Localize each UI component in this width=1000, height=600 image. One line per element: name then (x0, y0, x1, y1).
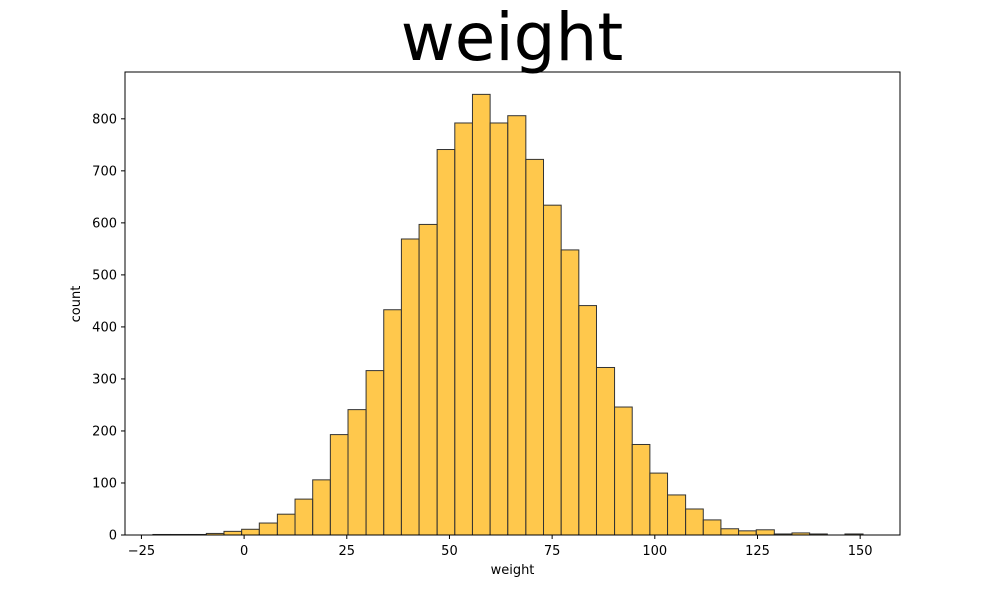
histogram-bar (614, 406, 633, 536)
y-tick-label: 0 (109, 529, 117, 544)
histogram-bar (329, 434, 349, 536)
histogram-bar (294, 498, 314, 536)
histogram-bar (595, 366, 616, 536)
chart-title: weight (401, 0, 624, 76)
histogram-bar (383, 309, 402, 536)
histogram-bar (312, 479, 331, 536)
y-axis-label: count (69, 286, 84, 323)
histogram-bar (400, 238, 420, 536)
histogram-bar (454, 122, 473, 536)
histogram-bar (755, 529, 775, 536)
histogram-bar (702, 519, 722, 536)
histogram-bar (738, 530, 757, 536)
x-tick-label: −25 (128, 544, 155, 559)
y-tick-label: 700 (92, 164, 117, 179)
histogram-bar (489, 122, 509, 536)
x-axis-label: weight (491, 563, 535, 578)
y-tick-label: 300 (92, 372, 117, 387)
x-tick-label: 150 (848, 544, 873, 559)
histogram-bar (241, 528, 260, 536)
histogram-bar (258, 522, 278, 536)
y-tick-label: 600 (92, 216, 117, 231)
x-tick-label: 75 (544, 544, 561, 559)
x-axis: −25 0 25 50 75 100 125 150 (128, 535, 873, 559)
histogram-bar (560, 249, 580, 536)
y-tick-label: 500 (92, 268, 117, 283)
y-tick-label: 100 (92, 476, 117, 491)
histogram-bar (365, 370, 385, 536)
histogram-bar (471, 93, 491, 536)
histogram-bar (347, 409, 367, 536)
histogram-bar (525, 158, 545, 536)
histogram-bar (418, 223, 438, 536)
y-tick-label: 200 (92, 424, 117, 439)
histogram-bar (507, 115, 527, 536)
histogram-bar (223, 530, 243, 536)
y-tick-label: 800 (92, 112, 117, 127)
histogram-bar (436, 149, 456, 536)
y-axis: 0 100 200 300 400 500 600 700 800 (92, 112, 125, 544)
histogram-bar (543, 204, 562, 536)
x-tick-label: 0 (240, 544, 248, 559)
histogram-bar (649, 472, 669, 536)
histogram-bar (720, 528, 740, 536)
x-tick-label: 125 (745, 544, 770, 559)
plot-frame (124, 71, 901, 536)
x-tick-label: 50 (441, 544, 458, 559)
histogram-bar (667, 494, 687, 536)
histogram-bar (685, 508, 704, 536)
y-tick-label: 400 (92, 320, 117, 335)
histogram-bar (631, 443, 651, 536)
histogram-bar (578, 305, 597, 536)
x-tick-label: 100 (642, 544, 667, 559)
histogram-bars (152, 93, 864, 536)
histogram-bar (276, 513, 296, 536)
x-tick-label: 25 (339, 544, 356, 559)
